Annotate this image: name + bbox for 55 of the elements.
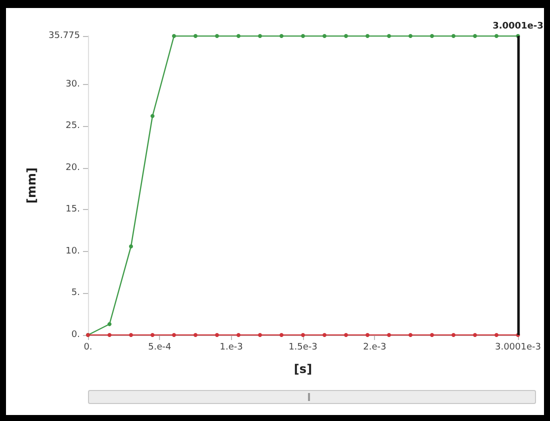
point (194, 333, 198, 337)
point (172, 333, 176, 337)
point (150, 114, 154, 118)
point (451, 34, 456, 38)
y-tick-label: 20. (66, 162, 80, 173)
point (430, 333, 434, 337)
x-tick-label: 1.5e-3 (288, 342, 318, 352)
point (472, 333, 477, 337)
point (344, 333, 348, 337)
y-tick-label: 10. (66, 246, 80, 256)
point (279, 333, 284, 337)
point (108, 322, 112, 326)
point (472, 34, 477, 38)
point (150, 333, 154, 337)
point (322, 34, 326, 38)
point (236, 34, 240, 38)
point (494, 34, 498, 38)
point (408, 34, 412, 38)
point (172, 34, 176, 38)
point (129, 333, 133, 337)
point (322, 333, 326, 337)
ref-line-label: 3.0001e-3 (492, 22, 544, 32)
point (194, 34, 198, 38)
point (108, 333, 112, 337)
point (236, 333, 240, 337)
y-tick-label: 25. (66, 121, 80, 132)
point (386, 34, 391, 38)
point (300, 34, 305, 38)
point (365, 34, 370, 38)
point (365, 333, 370, 337)
point (129, 244, 133, 248)
y-tick-label: 30. (66, 79, 80, 90)
point (386, 333, 391, 337)
point (494, 333, 498, 337)
x-tick-label: 3.0001e-3 (494, 342, 542, 352)
point (408, 333, 412, 337)
y-tick-label: 0. (71, 330, 80, 340)
y-tick-label: 35.775 (48, 31, 80, 41)
y-tick-label: 5. (71, 288, 80, 298)
y-tick-label: 15. (66, 204, 80, 215)
point (300, 333, 305, 337)
point (258, 34, 262, 38)
x-tick-label: 2.e-3 (363, 342, 386, 352)
x-axis-title: [s] (294, 362, 312, 376)
x-tick-label: 5.e-4 (148, 342, 172, 352)
x-tick-label: 1.e-3 (220, 342, 243, 352)
x-tick-label: 0. (84, 342, 92, 352)
point (344, 34, 348, 38)
point (258, 333, 262, 337)
point (215, 34, 219, 38)
point (279, 34, 284, 38)
point (451, 333, 456, 337)
point (215, 333, 219, 337)
point (430, 34, 434, 38)
y-axis-title: [mm] (24, 168, 39, 204)
